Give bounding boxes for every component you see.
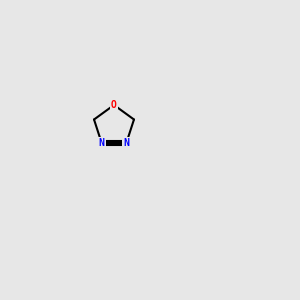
Text: N: N — [123, 138, 129, 148]
Text: O: O — [111, 100, 117, 110]
Text: N: N — [99, 138, 105, 148]
